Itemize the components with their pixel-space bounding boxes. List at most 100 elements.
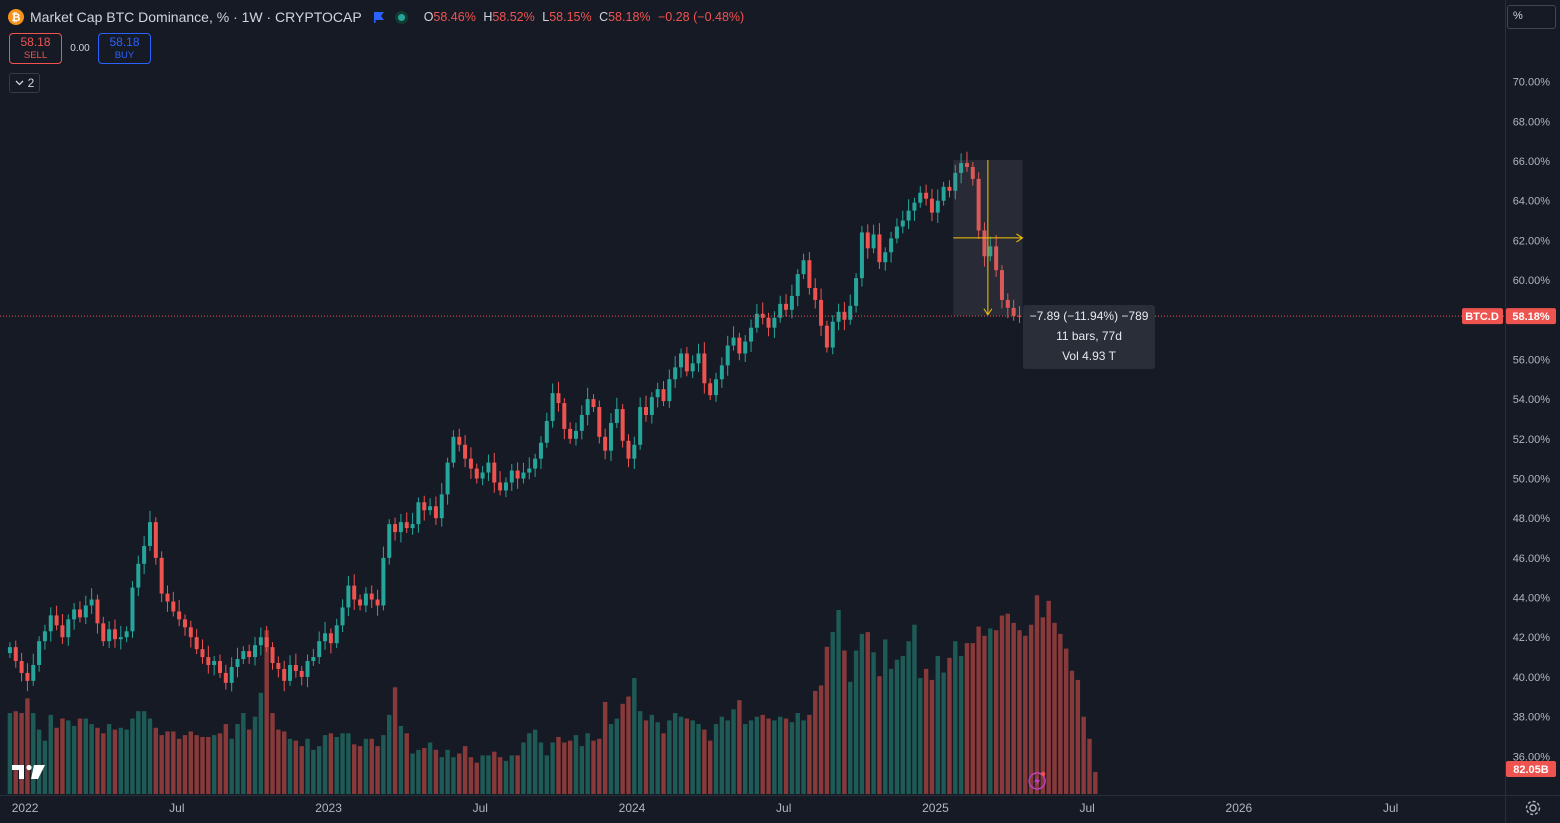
volume-bar	[532, 729, 538, 794]
candle-body	[959, 163, 964, 173]
candle-body	[644, 407, 649, 415]
measure-arrow-head-icon	[983, 308, 993, 316]
candle-body	[766, 317, 771, 328]
volume-bar	[427, 742, 433, 794]
volume-bar	[731, 709, 736, 794]
volume-bar	[71, 725, 77, 794]
candle-body	[585, 399, 590, 415]
candle-body	[101, 623, 106, 642]
volume-bar	[556, 736, 561, 794]
volume-bar	[748, 720, 754, 794]
volume-bar	[877, 676, 882, 794]
buy-button[interactable]: 58.18 BUY	[98, 33, 151, 64]
candle-body	[136, 563, 141, 588]
candle-body	[264, 637, 269, 648]
volume-bar	[707, 740, 713, 794]
volume-bar	[486, 755, 491, 794]
candle-body	[212, 661, 217, 665]
candle-body	[416, 502, 421, 525]
candle-body	[994, 246, 999, 271]
volume-bar	[743, 724, 748, 794]
volume-bar	[246, 729, 252, 794]
candle-body	[848, 305, 853, 320]
candle-body	[112, 629, 117, 640]
volume-bar	[60, 718, 65, 794]
volume-bar	[153, 727, 159, 794]
candle-body	[970, 166, 975, 179]
volume-bar	[439, 757, 444, 794]
candle-body	[982, 230, 987, 257]
candle-body	[591, 399, 596, 408]
volume-bar	[637, 711, 643, 794]
volume-bar	[824, 646, 830, 794]
volume-bar	[1052, 622, 1057, 794]
candle-body	[118, 637, 123, 640]
candle-body	[200, 649, 205, 658]
candle-body	[48, 615, 53, 632]
candle-body	[521, 472, 526, 479]
x-tick-label: Jul	[473, 801, 488, 815]
volume-bar	[404, 733, 409, 794]
symbol-tag: BTC.D	[1465, 311, 1499, 323]
volume-bar	[976, 626, 981, 794]
spread-value: 0.00	[70, 43, 90, 54]
volume-bar	[322, 735, 328, 794]
candle-body	[947, 186, 952, 191]
candle-body	[953, 172, 958, 191]
price-tag: 58.18%	[1512, 311, 1550, 323]
candle-body	[25, 672, 30, 681]
volume-bar	[818, 685, 824, 794]
candle-body	[568, 428, 573, 439]
candle-body	[72, 609, 77, 620]
candle-body	[859, 232, 864, 279]
candle-body	[95, 599, 100, 624]
candle-body	[218, 661, 223, 673]
x-tick-label: 2023	[315, 801, 342, 815]
volume-bar	[171, 731, 176, 794]
volume-bar	[591, 740, 596, 794]
tradingview-logo-icon[interactable]	[12, 763, 46, 781]
volume-bar	[159, 735, 164, 794]
volume-bar	[579, 746, 585, 794]
volume-bar	[299, 746, 304, 794]
indicators-toggle-button[interactable]: 2	[9, 73, 40, 93]
volume-bar	[567, 740, 573, 794]
candle-body	[924, 192, 929, 199]
candle-body	[754, 313, 759, 328]
volume-bar	[229, 738, 234, 794]
volume-bar	[1069, 670, 1075, 794]
candle-body	[445, 462, 450, 495]
volume-bar	[1017, 630, 1022, 794]
volume-bar	[188, 731, 194, 794]
volume-bar	[334, 736, 339, 794]
candle-body	[556, 393, 561, 404]
volume-bar	[264, 630, 269, 794]
candle-body	[655, 389, 660, 398]
candle-body	[830, 321, 835, 348]
candle-body	[871, 234, 876, 249]
sell-button[interactable]: 58.18 SELL	[9, 33, 62, 64]
candle-body	[824, 325, 829, 348]
volume-bar	[451, 757, 456, 794]
symbol-title[interactable]: Market Cap BTC Dominance, % · 1W · CRYPT…	[30, 9, 362, 25]
volume-bar	[1028, 624, 1034, 794]
flag-icon[interactable]	[373, 11, 385, 23]
candle-body	[334, 625, 339, 644]
market-status-icon[interactable]	[394, 10, 408, 24]
volume-bar	[217, 733, 223, 794]
candle-body	[743, 341, 748, 354]
candle-body	[719, 365, 724, 380]
volume-bar	[912, 624, 917, 794]
settings-gear-icon[interactable]	[1524, 799, 1542, 817]
scale-mode-button[interactable]: %	[1507, 5, 1556, 29]
candle-body	[241, 651, 246, 660]
candle-body	[784, 303, 789, 310]
volume-bar	[783, 718, 789, 794]
volume-bar	[643, 720, 649, 794]
volume-bar	[410, 753, 415, 794]
volume-bar	[48, 714, 53, 794]
candle-body	[900, 220, 905, 227]
volume-bar	[328, 733, 334, 794]
candle-body	[690, 363, 695, 372]
